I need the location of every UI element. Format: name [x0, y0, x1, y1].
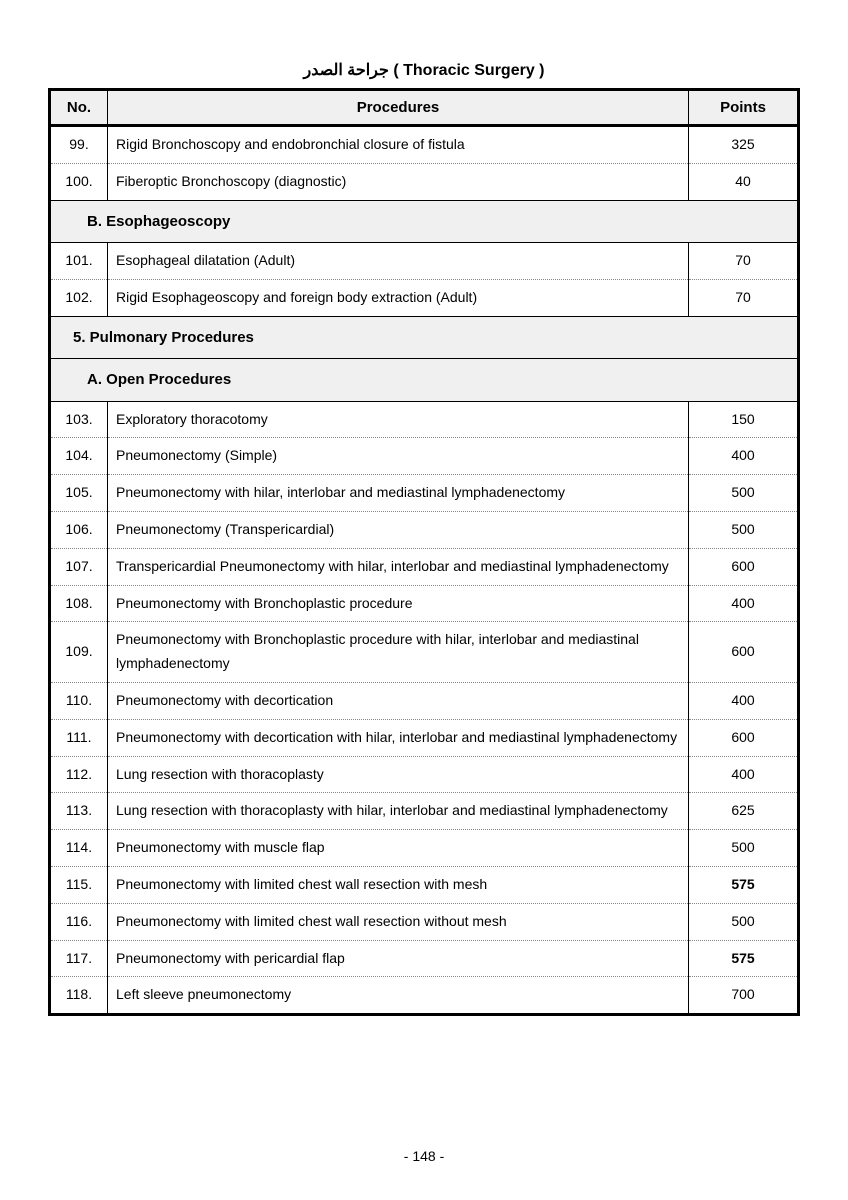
- table-row: 110. Pneumonectomy with decortication 40…: [50, 683, 799, 720]
- table-row: 113. Lung resection with thoracoplasty w…: [50, 793, 799, 830]
- cell-no: 101.: [50, 243, 108, 280]
- cell-proc: Fiberoptic Bronchoscopy (diagnostic): [108, 163, 689, 200]
- subsection-open-procedures: A. Open Procedures: [50, 359, 799, 402]
- cell-proc: Pneumonectomy with pericardial flap: [108, 940, 689, 977]
- table-row: 101. Esophageal dilatation (Adult) 70: [50, 243, 799, 280]
- cell-proc: Rigid Esophageoscopy and foreign body ex…: [108, 279, 689, 316]
- table-row: 106. Pneumonectomy (Transpericardial) 50…: [50, 512, 799, 549]
- section-label: 5. Pulmonary Procedures: [50, 316, 799, 359]
- section-pulmonary: 5. Pulmonary Procedures: [50, 316, 799, 359]
- table-row: 103. Exploratory thoracotomy 150: [50, 401, 799, 438]
- cell-pts: 150: [689, 401, 799, 438]
- cell-pts: 400: [689, 756, 799, 793]
- cell-pts: 600: [689, 622, 799, 683]
- cell-pts: 325: [689, 126, 799, 164]
- cell-proc: Exploratory thoracotomy: [108, 401, 689, 438]
- col-header-no: No.: [50, 90, 108, 126]
- cell-proc: Pneumonectomy with limited chest wall re…: [108, 903, 689, 940]
- cell-no: 105.: [50, 475, 108, 512]
- cell-pts: 500: [689, 903, 799, 940]
- cell-pts: 500: [689, 830, 799, 867]
- col-header-procedures: Procedures: [108, 90, 689, 126]
- table-row: 118. Left sleeve pneumonectomy 700: [50, 977, 799, 1015]
- subsection-label: B. Esophageoscopy: [50, 200, 799, 243]
- cell-no: 99.: [50, 126, 108, 164]
- cell-proc: Lung resection with thoracoplasty: [108, 756, 689, 793]
- subsection-b-esophageoscopy: B. Esophageoscopy: [50, 200, 799, 243]
- cell-no: 117.: [50, 940, 108, 977]
- table-row: 99. Rigid Bronchoscopy and endobronchial…: [50, 126, 799, 164]
- cell-pts: 400: [689, 683, 799, 720]
- cell-no: 113.: [50, 793, 108, 830]
- table-row: 117. Pneumonectomy with pericardial flap…: [50, 940, 799, 977]
- cell-no: 102.: [50, 279, 108, 316]
- cell-proc: Left sleeve pneumonectomy: [108, 977, 689, 1015]
- cell-proc: Pneumonectomy with muscle flap: [108, 830, 689, 867]
- cell-proc: Esophageal dilatation (Adult): [108, 243, 689, 280]
- table-row: 107. Transpericardial Pneumonectomy with…: [50, 548, 799, 585]
- col-header-points: Points: [689, 90, 799, 126]
- cell-pts: 70: [689, 243, 799, 280]
- table-row: 114. Pneumonectomy with muscle flap 500: [50, 830, 799, 867]
- cell-no: 118.: [50, 977, 108, 1015]
- cell-pts: 700: [689, 977, 799, 1015]
- cell-pts: 40: [689, 163, 799, 200]
- cell-no: 112.: [50, 756, 108, 793]
- cell-pts: 625: [689, 793, 799, 830]
- cell-proc: Transpericardial Pneumonectomy with hila…: [108, 548, 689, 585]
- cell-proc: Pneumonectomy with decortication with hi…: [108, 719, 689, 756]
- cell-proc: Rigid Bronchoscopy and endobronchial clo…: [108, 126, 689, 164]
- cell-no: 111.: [50, 719, 108, 756]
- cell-proc: Pneumonectomy with limited chest wall re…: [108, 867, 689, 904]
- procedures-table: No. Procedures Points 99. Rigid Bronchos…: [48, 88, 800, 1016]
- cell-no: 108.: [50, 585, 108, 622]
- cell-pts: 70: [689, 279, 799, 316]
- table-row: 109. Pneumonectomy with Bronchoplastic p…: [50, 622, 799, 683]
- cell-no: 100.: [50, 163, 108, 200]
- cell-proc: Pneumonectomy with hilar, interlobar and…: [108, 475, 689, 512]
- cell-proc: Pneumonectomy with Bronchoplastic proced…: [108, 622, 689, 683]
- cell-pts: 575: [689, 940, 799, 977]
- cell-proc: Pneumonectomy with decortication: [108, 683, 689, 720]
- cell-proc: Pneumonectomy with Bronchoplastic proced…: [108, 585, 689, 622]
- cell-pts: 400: [689, 438, 799, 475]
- cell-no: 116.: [50, 903, 108, 940]
- cell-no: 114.: [50, 830, 108, 867]
- cell-proc: Pneumonectomy (Simple): [108, 438, 689, 475]
- cell-pts: 400: [689, 585, 799, 622]
- cell-no: 109.: [50, 622, 108, 683]
- table-row: 116. Pneumonectomy with limited chest wa…: [50, 903, 799, 940]
- table-row: 105. Pneumonectomy with hilar, interloba…: [50, 475, 799, 512]
- subsection-label: A. Open Procedures: [50, 359, 799, 402]
- table-row: 115. Pneumonectomy with limited chest wa…: [50, 867, 799, 904]
- cell-proc: Lung resection with thoracoplasty with h…: [108, 793, 689, 830]
- cell-pts: 500: [689, 512, 799, 549]
- cell-no: 110.: [50, 683, 108, 720]
- cell-pts: 600: [689, 548, 799, 585]
- table-row: 102. Rigid Esophageoscopy and foreign bo…: [50, 279, 799, 316]
- cell-no: 104.: [50, 438, 108, 475]
- cell-pts: 500: [689, 475, 799, 512]
- page-number: - 148 -: [0, 1148, 848, 1164]
- page-title: جراحة الصدر ( Thoracic Surgery ): [48, 60, 800, 80]
- table-row: 104. Pneumonectomy (Simple) 400: [50, 438, 799, 475]
- cell-pts: 600: [689, 719, 799, 756]
- cell-no: 115.: [50, 867, 108, 904]
- cell-no: 106.: [50, 512, 108, 549]
- table-row: 100. Fiberoptic Bronchoscopy (diagnostic…: [50, 163, 799, 200]
- table-header-row: No. Procedures Points: [50, 90, 799, 126]
- cell-pts: 575: [689, 867, 799, 904]
- cell-proc: Pneumonectomy (Transpericardial): [108, 512, 689, 549]
- table-row: 112. Lung resection with thoracoplasty 4…: [50, 756, 799, 793]
- table-row: 111. Pneumonectomy with decortication wi…: [50, 719, 799, 756]
- table-row: 108. Pneumonectomy with Bronchoplastic p…: [50, 585, 799, 622]
- cell-no: 103.: [50, 401, 108, 438]
- cell-no: 107.: [50, 548, 108, 585]
